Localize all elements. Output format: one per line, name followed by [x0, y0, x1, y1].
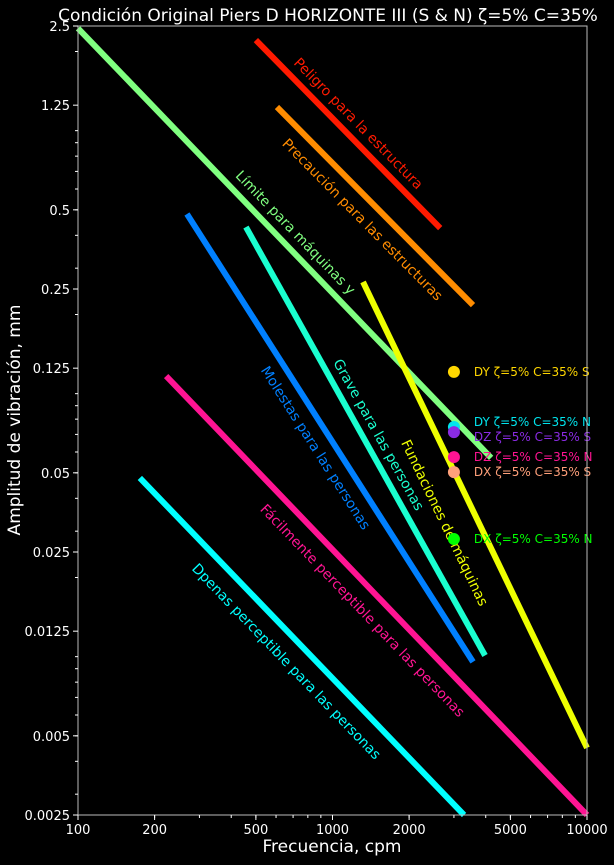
x-tick-label: 500 — [243, 823, 268, 838]
y-tick-label: 0.0125 — [25, 625, 71, 640]
limit-line-5 — [360, 280, 590, 750]
limit-line-label-1: Precaución para las estructuras — [279, 136, 446, 304]
limit-line-7 — [137, 475, 467, 818]
y-tick-label: 0.5 — [49, 204, 70, 219]
x-tick-label: 1000 — [316, 823, 349, 838]
y-tick-label: 2.5 — [49, 20, 70, 35]
y-axis-label: Amplitud de vibración, mm — [5, 305, 25, 536]
limit-line-6 — [163, 373, 590, 818]
data-point-label-0: DY ζ=5% C=35% S — [474, 365, 590, 379]
data-point-label-3: DZ ζ=5% C=35% N — [474, 450, 593, 464]
y-tick-label: 0.05 — [41, 467, 70, 482]
data-point-5 — [447, 533, 460, 546]
data-point-0 — [447, 365, 460, 378]
x-tick-label: 5000 — [494, 823, 527, 838]
y-tick-label: 0.125 — [33, 362, 70, 377]
data-point-label-4: DX ζ=5% C=35% S — [474, 465, 591, 479]
data-point-label-1: DY ζ=5% C=35% N — [474, 415, 591, 429]
x-tick-label: 2000 — [393, 823, 426, 838]
y-tick-label: 0.025 — [33, 546, 70, 561]
x-tick-label: 100 — [66, 823, 91, 838]
chart-title: Condición Original Piers D HORIZONTE III… — [58, 6, 598, 26]
y-tick-label: 0.25 — [41, 283, 70, 298]
data-point-4 — [447, 466, 460, 479]
limit-line-label-6: Fácilmente perceptible para las personas — [257, 502, 468, 721]
limit-line-0 — [253, 37, 443, 231]
data-point-2 — [447, 426, 460, 439]
x-tick-label: 200 — [142, 823, 167, 838]
x-tick-label: 10000 — [566, 823, 607, 838]
y-tick-label: 0.0025 — [25, 809, 71, 824]
data-point-3 — [447, 451, 460, 464]
limit-line-1 — [274, 104, 476, 308]
y-tick-label: 1.25 — [41, 99, 70, 114]
limit-line-2 — [75, 26, 494, 460]
limit-line-4 — [243, 225, 488, 657]
data-point-label-5: DX ζ=5% C=35% N — [474, 532, 593, 546]
y-tick-label: 0.005 — [33, 730, 70, 745]
limit-line-3 — [184, 212, 476, 664]
x-axis-label: Frecuencia, cpm — [263, 837, 402, 857]
data-point-label-2: DZ ζ=5% C=35% S — [474, 430, 591, 444]
